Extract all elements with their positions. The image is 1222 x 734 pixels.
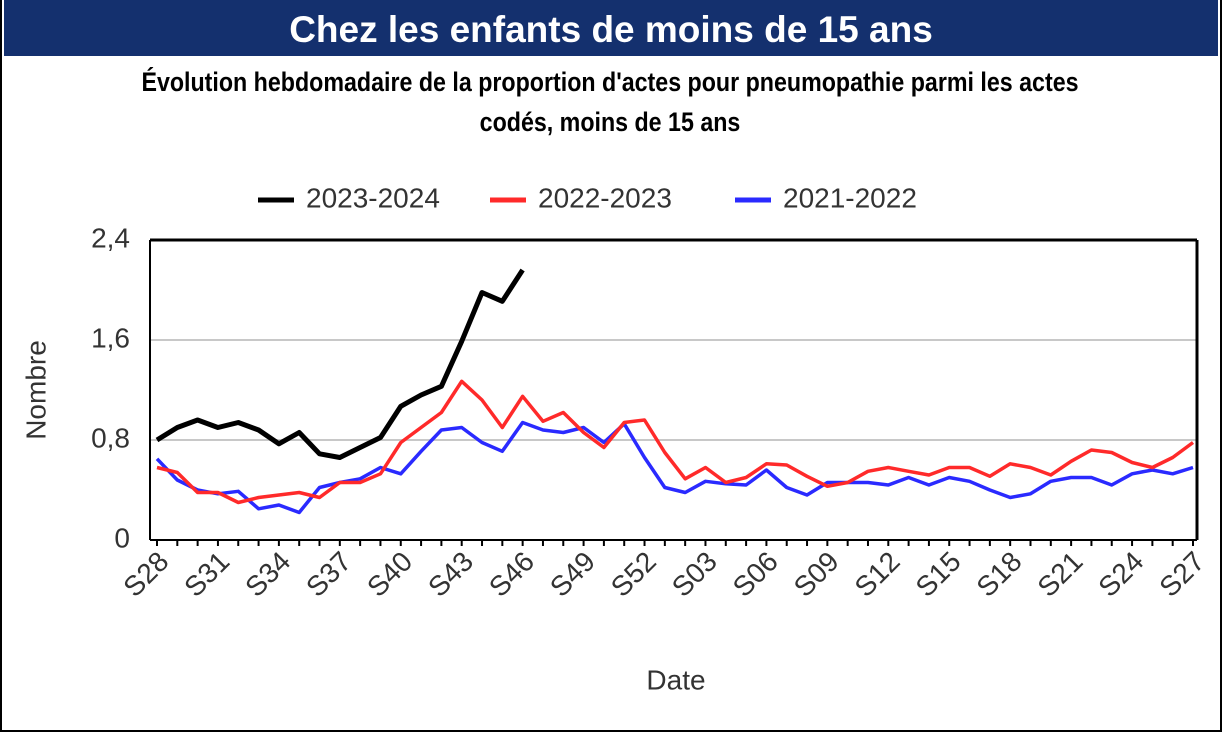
series-line	[155, 268, 525, 460]
x-tick-label: S31	[178, 546, 235, 603]
x-tick-label: S18	[970, 546, 1027, 603]
x-tick-label: S24	[1092, 546, 1149, 603]
x-tick-label: S46	[483, 546, 540, 603]
y-tick-label: 0,8	[91, 422, 130, 453]
x-tick-label: S21	[1031, 546, 1088, 603]
x-tick-label: S37	[300, 546, 357, 603]
x-tick-label: S43	[422, 546, 479, 603]
x-tick-label: S27	[1153, 546, 1210, 603]
y-tick-label: 2,4	[91, 222, 130, 253]
x-tick-label: S15	[910, 546, 967, 603]
x-tick-label: S12	[849, 546, 906, 603]
x-tick-label: S03	[666, 546, 723, 603]
x-tick-label: S28	[117, 546, 174, 603]
x-tick-label: S06	[727, 546, 784, 603]
series-line	[155, 420, 1194, 515]
x-tick-label: S40	[361, 546, 418, 603]
y-tick-label: 0	[114, 522, 130, 553]
x-tick-label: S49	[544, 546, 601, 603]
header-banner: Chez les enfants de moins de 15 ans	[4, 0, 1218, 56]
legend-label: 2023-2024	[306, 182, 440, 213]
x-tick-label: S52	[605, 546, 662, 603]
x-axis-label: Date	[646, 664, 705, 695]
series-line	[156, 379, 1195, 505]
legend-label: 2021-2022	[783, 182, 917, 213]
chart-title: Évolution hebdomadaire de la proportion …	[141, 67, 1079, 137]
x-tick-label: S09	[788, 546, 845, 603]
y-tick-label: 1,6	[91, 322, 130, 353]
y-axis-label: Nombre	[20, 340, 51, 440]
legend-label: 2022-2023	[538, 182, 672, 213]
x-tick-label: S34	[239, 546, 296, 603]
